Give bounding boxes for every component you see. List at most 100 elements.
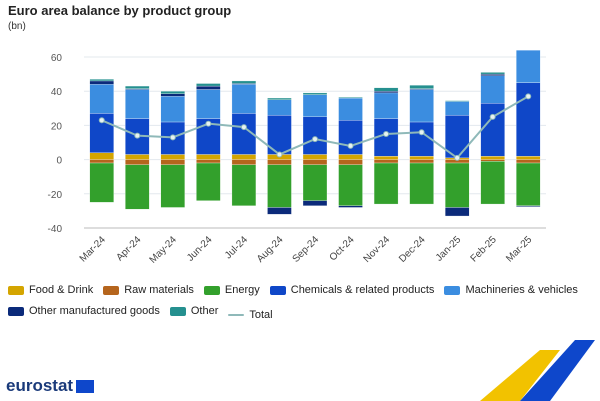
- bar-segment: [338, 205, 363, 208]
- bar-segment: [373, 92, 399, 119]
- legend: Food & Drink Raw materials Energy Chemicals…: [8, 284, 598, 330]
- legend-item[interactable]: Other manufactured goods: [8, 305, 160, 317]
- bar-segment: [196, 154, 221, 160]
- x-tick-label: Jul-24: [223, 234, 250, 261]
- legend-label: Other: [190, 305, 219, 317]
- x-tick-label: Aug-24: [255, 234, 286, 265]
- total-point: [525, 93, 532, 100]
- bar-segment: [338, 154, 363, 160]
- x-tick-label: Jun-24: [185, 234, 215, 264]
- total-point: [454, 154, 461, 161]
- legend-item[interactable]: Total: [228, 308, 273, 321]
- color-swatch: [103, 285, 120, 295]
- legend-item[interactable]: Chemicals & related products: [269, 284, 435, 296]
- total-point: [489, 113, 496, 120]
- bar-segment: [231, 80, 257, 84]
- bar-segment: [338, 97, 363, 121]
- bar-segment: [196, 162, 221, 201]
- bar-segment: [125, 85, 150, 89]
- bar-segment: [267, 164, 292, 208]
- x-tick-label: May-24: [148, 234, 180, 266]
- color-swatch: [444, 285, 461, 295]
- bar-segment: [231, 154, 257, 160]
- legend-item[interactable]: Machineries & vehicles: [444, 284, 578, 296]
- legend-item[interactable]: Other: [169, 305, 219, 317]
- bar-segment: [302, 116, 328, 155]
- bar-segment: [516, 156, 541, 160]
- line-marker-icon: [228, 313, 245, 316]
- bar-segment: [338, 159, 363, 165]
- bar-segment: [480, 75, 505, 104]
- bar-segment: [409, 162, 434, 205]
- bar-segment: [302, 200, 328, 206]
- bar-segment: [338, 120, 363, 155]
- color-swatch: [8, 285, 24, 295]
- color-swatch: [8, 306, 24, 316]
- legend-label: Total: [249, 308, 273, 321]
- bar-segment: [373, 156, 399, 160]
- color-swatch: [169, 306, 186, 316]
- bar-segment: [445, 114, 470, 159]
- y-tick-label: 0: [56, 156, 62, 167]
- bar-segment: [89, 152, 114, 160]
- legend-item[interactable]: Food & Drink: [8, 284, 93, 296]
- bar-segment: [445, 207, 470, 217]
- bar-segment: [196, 89, 221, 119]
- bar-segment: [480, 73, 505, 76]
- bar-segment: [89, 79, 114, 82]
- total-point: [134, 132, 141, 139]
- bar-segment: [338, 164, 363, 206]
- total-point: [169, 134, 176, 141]
- x-tick-label: Jan-25: [434, 234, 464, 264]
- legend-item[interactable]: Energy: [203, 284, 260, 296]
- eu-flag-icon: [76, 379, 95, 393]
- bar-segment: [373, 162, 399, 205]
- bar-segment: [125, 89, 150, 119]
- legend-item[interactable]: Raw materials: [103, 284, 194, 296]
- color-swatch: [203, 285, 220, 295]
- bar-segment: [409, 159, 434, 164]
- bar-segment: [302, 154, 328, 160]
- bar-segment: [231, 164, 257, 206]
- total-point: [418, 129, 425, 136]
- bar-segment: [89, 84, 114, 114]
- bar-segment: [267, 207, 292, 215]
- legend-label: Chemicals & related products: [290, 284, 435, 296]
- legend-label: Food & Drink: [29, 284, 94, 296]
- total-point: [276, 151, 283, 158]
- bar-segment: [160, 96, 185, 123]
- bar-segment: [267, 159, 292, 165]
- legend-label: Raw materials: [124, 284, 194, 296]
- bar-segment: [160, 91, 185, 94]
- bar-segment: [160, 159, 185, 165]
- bar-segment: [516, 50, 541, 83]
- bar-segment: [480, 159, 505, 162]
- y-tick-label: -40: [48, 224, 63, 235]
- legend-label: Energy: [224, 284, 260, 296]
- bar-segment: [516, 205, 541, 207]
- x-tick-label: Feb-25: [469, 234, 499, 264]
- bar-segment: [89, 80, 114, 85]
- legend-label: Other manufactured goods: [29, 305, 160, 317]
- total-point: [347, 142, 354, 149]
- x-tick-label: Mar-25: [504, 234, 534, 264]
- bar-segment: [89, 159, 114, 164]
- total-point: [205, 120, 212, 127]
- bar-segment: [196, 159, 221, 164]
- bar-segment: [480, 156, 505, 160]
- x-tick-label: Oct-24: [328, 234, 357, 263]
- bar-segment: [409, 156, 434, 160]
- chart: -40 -20 0 20 40 60 Mar-24 Apr-24 May-24 Jun-24 Jul…: [48, 50, 546, 266]
- eurostat-logo: eurostat: [6, 376, 95, 396]
- x-tick-label: Sep-24: [291, 234, 322, 265]
- total-point: [383, 130, 390, 137]
- bar-segment: [373, 91, 399, 94]
- bar-segment: [445, 101, 470, 116]
- bar-segment: [196, 85, 221, 90]
- bar-segment: [516, 159, 541, 164]
- x-tick-label: Nov-24: [362, 234, 393, 265]
- bar-segment: [231, 159, 257, 165]
- bar-segment: [480, 161, 505, 205]
- unit-label: (bn): [8, 21, 26, 32]
- x-tick-label: Mar-24: [78, 234, 108, 264]
